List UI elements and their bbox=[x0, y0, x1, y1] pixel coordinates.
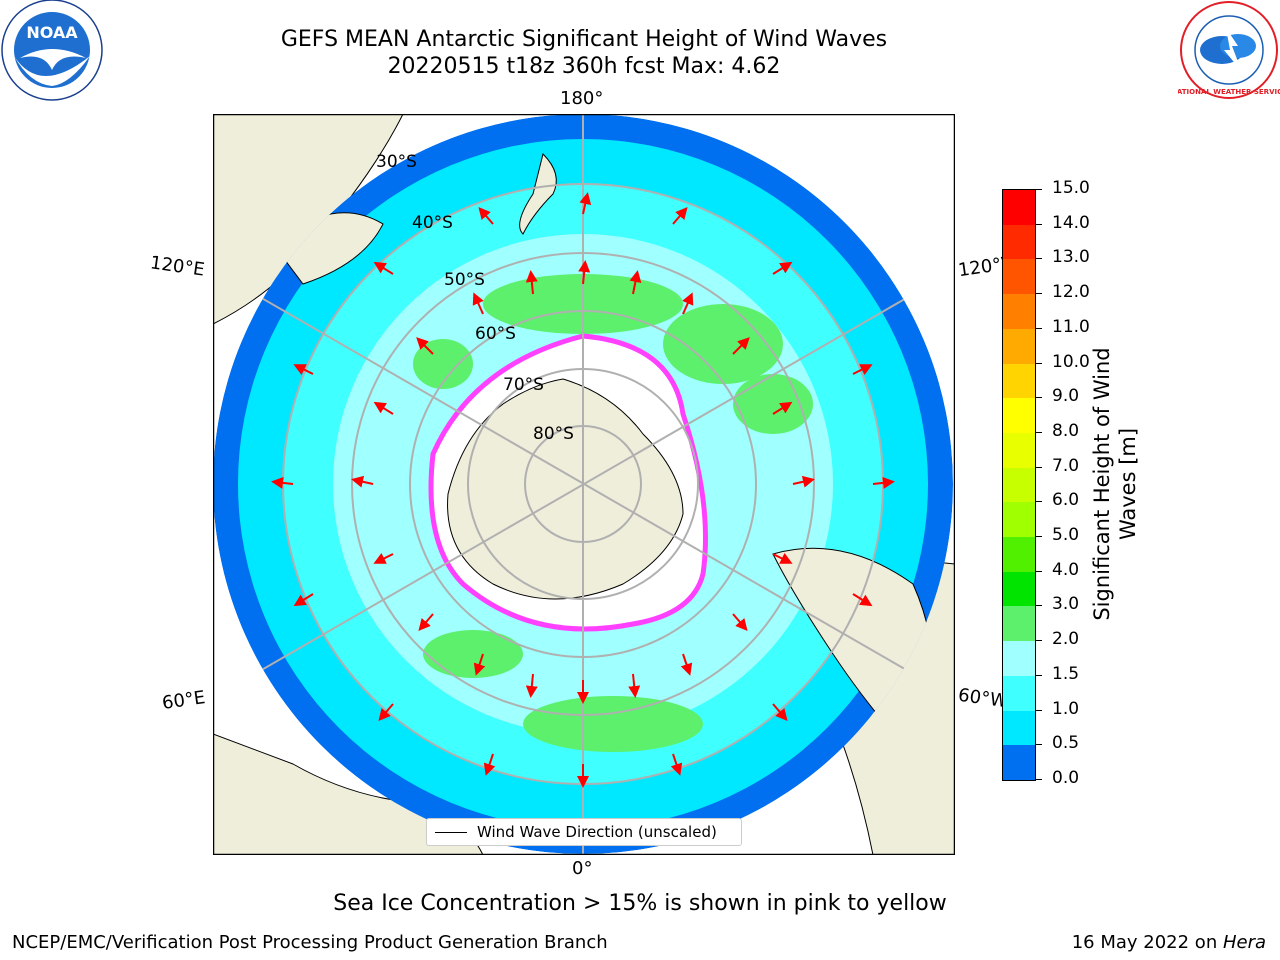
colorbar-tick-mark bbox=[1036, 431, 1042, 433]
nws-logo: NATIONAL WEATHER SERVICE bbox=[1178, 1, 1280, 99]
legend-label: Wind Wave Direction (unscaled) bbox=[477, 823, 717, 841]
colorbar bbox=[1002, 189, 1036, 781]
chart-title: GEFS MEAN Antarctic Significant Height o… bbox=[280, 27, 888, 52]
colorbar-segment bbox=[1003, 432, 1035, 469]
machine-name: Hera bbox=[1222, 932, 1266, 953]
colorbar-tick-mark bbox=[1036, 466, 1042, 468]
lon-label-180: 180° bbox=[560, 88, 604, 109]
colorbar-segment bbox=[1003, 467, 1035, 503]
lon-label-120e: 120°E bbox=[148, 252, 206, 281]
map-legend: Wind Wave Direction (unscaled) bbox=[426, 818, 742, 846]
colorbar-tick-label: 14.0 bbox=[1052, 212, 1090, 233]
colorbar-tick-label: 10.0 bbox=[1052, 351, 1090, 372]
colorbar-segment bbox=[1003, 259, 1035, 295]
colorbar-tick-mark bbox=[1036, 362, 1042, 364]
colorbar-tick-mark bbox=[1036, 223, 1042, 225]
colorbar-tick-label: 15.0 bbox=[1052, 178, 1090, 198]
lat-label-40s: 40°S bbox=[412, 213, 453, 233]
colorbar-label-line1: Significant Height of Wind bbox=[1090, 347, 1114, 621]
svg-text:NOAA: NOAA bbox=[26, 23, 78, 42]
colorbar-tick-label: 11.0 bbox=[1052, 316, 1090, 337]
colorbar-tick-label: 1.0 bbox=[1052, 698, 1080, 719]
colorbar-tick-label: 3.0 bbox=[1052, 594, 1080, 615]
legend-line-icon bbox=[435, 832, 467, 833]
lat-label-80s: 80°S bbox=[533, 424, 574, 444]
lat-label-60s: 60°S bbox=[475, 324, 516, 344]
colorbar-segment bbox=[1003, 363, 1035, 399]
colorbar-segment bbox=[1003, 224, 1035, 260]
noaa-logo: NOAA bbox=[1, 0, 103, 101]
colorbar-tick-mark bbox=[1036, 779, 1042, 780]
colorbar-tick-mark bbox=[1036, 640, 1042, 642]
wind-wave-arrows bbox=[271, 192, 895, 788]
branch-credit: NCEP/EMC/Verification Post Processing Pr… bbox=[12, 932, 608, 953]
colorbar-segment bbox=[1003, 502, 1035, 538]
colorbar-tick-label: 1.5 bbox=[1052, 663, 1080, 684]
colorbar-segment bbox=[1003, 606, 1035, 642]
colorbar-label-line2: Waves [m] bbox=[1116, 427, 1140, 541]
colorbar-tick-label: 0.5 bbox=[1052, 733, 1080, 754]
colorbar-tick-mark bbox=[1036, 293, 1042, 295]
polar-map bbox=[213, 114, 955, 855]
colorbar-tick-label: 12.0 bbox=[1052, 282, 1090, 303]
colorbar-segment bbox=[1003, 537, 1035, 573]
lat-label-70s: 70°S bbox=[503, 375, 544, 395]
colorbar-tick-label: 4.0 bbox=[1052, 559, 1080, 580]
colorbar-segment bbox=[1003, 294, 1035, 330]
colorbar-tick-label: 9.0 bbox=[1052, 386, 1080, 407]
colorbar-segment bbox=[1003, 675, 1035, 712]
colorbar-tick-mark bbox=[1036, 605, 1042, 607]
colorbar-tick-mark bbox=[1036, 536, 1042, 538]
chart-subtitle: 20220515 t18z 360h fcst Max: 4.62 bbox=[387, 54, 781, 79]
lon-label-60e: 60°E bbox=[160, 687, 207, 714]
colorbar-tick-label: 13.0 bbox=[1052, 247, 1090, 268]
colorbar-tick-mark bbox=[1036, 258, 1042, 260]
colorbar-tick-mark bbox=[1036, 189, 1042, 190]
lat-label-50s: 50°S bbox=[444, 270, 485, 290]
colorbar-tick-mark bbox=[1036, 327, 1042, 329]
colorbar-tick-label: 6.0 bbox=[1052, 490, 1080, 511]
colorbar-segment bbox=[1003, 745, 1035, 781]
run-date-text: 16 May 2022 on bbox=[1071, 932, 1223, 953]
lon-label-0: 0° bbox=[572, 858, 593, 879]
colorbar-segment bbox=[1003, 190, 1035, 226]
colorbar-tick-mark bbox=[1036, 570, 1042, 572]
colorbar-tick-label: 8.0 bbox=[1052, 420, 1080, 441]
run-date: 16 May 2022 on Hera bbox=[1072, 932, 1266, 953]
sea-ice-note: Sea Ice Concentration > 15% is shown in … bbox=[333, 891, 947, 916]
colorbar-tick-label: 5.0 bbox=[1052, 525, 1080, 546]
colorbar-segment bbox=[1003, 571, 1035, 607]
lat-label-30s: 30°S bbox=[376, 152, 417, 172]
colorbar-tick-mark bbox=[1036, 674, 1042, 676]
colorbar-tick-mark bbox=[1036, 501, 1042, 503]
colorbar-tick-label: 2.0 bbox=[1052, 629, 1080, 650]
colorbar-segment bbox=[1003, 641, 1035, 677]
colorbar-segment bbox=[1003, 398, 1035, 434]
colorbar-tick-mark bbox=[1036, 744, 1042, 746]
svg-text:NATIONAL WEATHER SERVICE: NATIONAL WEATHER SERVICE bbox=[1178, 88, 1280, 96]
colorbar-segment bbox=[1003, 710, 1035, 746]
colorbar-segment bbox=[1003, 328, 1035, 365]
colorbar-tick-label: 7.0 bbox=[1052, 455, 1080, 476]
colorbar-tick-mark bbox=[1036, 709, 1042, 711]
colorbar-tick-label: 0.0 bbox=[1052, 768, 1080, 788]
colorbar-tick-mark bbox=[1036, 397, 1042, 399]
